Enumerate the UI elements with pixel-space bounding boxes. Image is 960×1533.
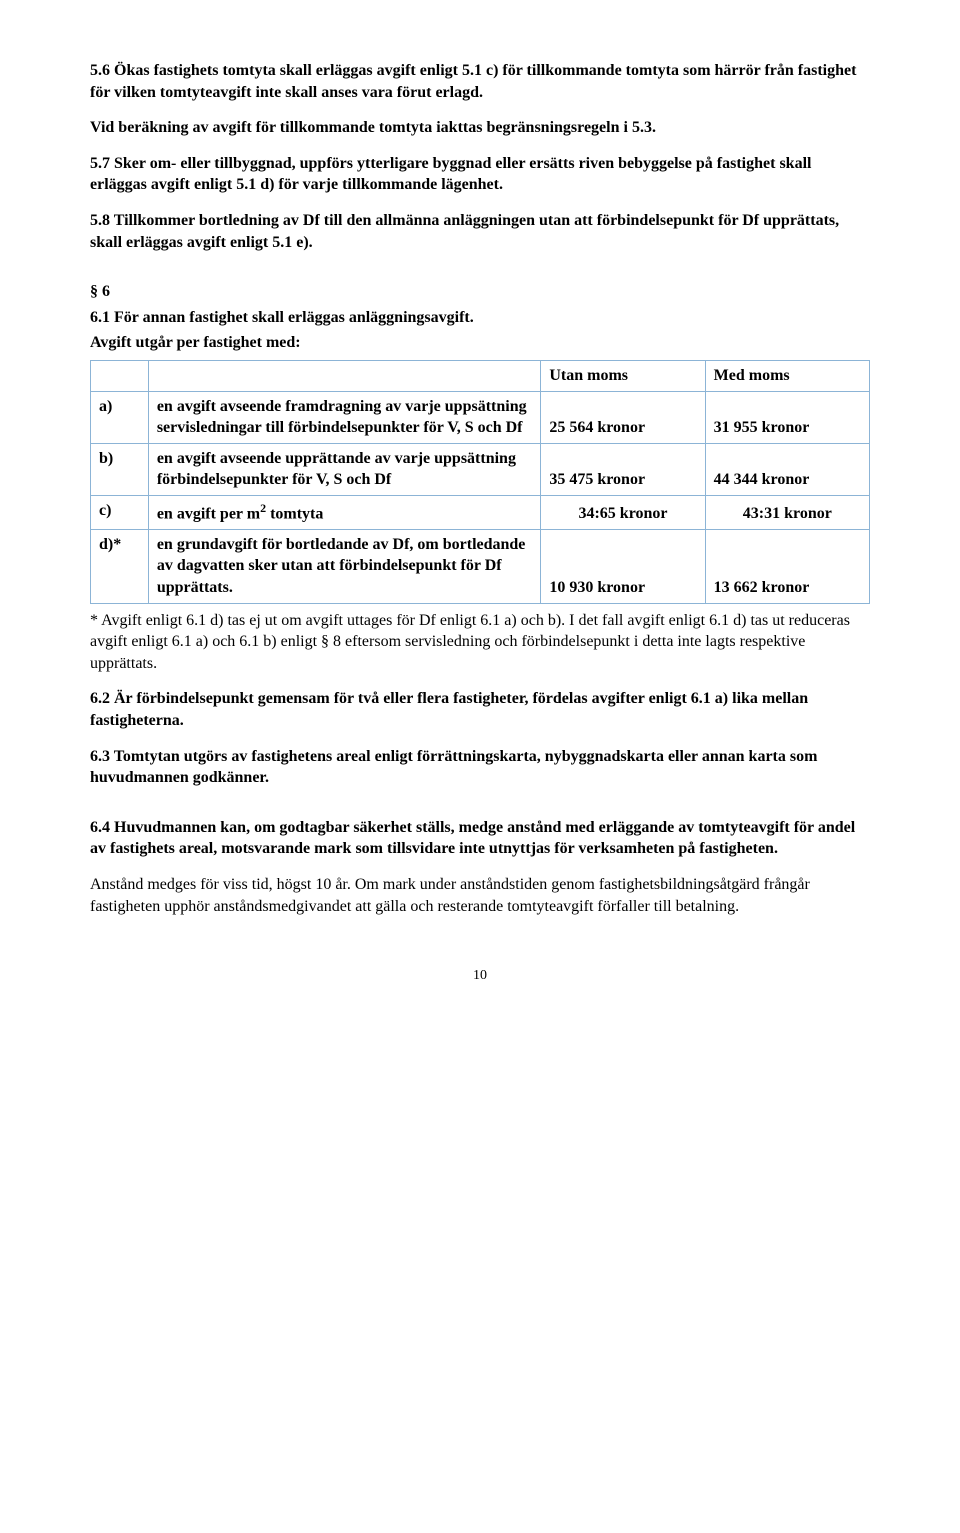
para-6-1: 6.1 För annan fastighet skall erläggas a…: [90, 307, 870, 329]
section-6-heading: § 6: [90, 281, 870, 303]
table-row: c) en avgift per m2 tomtyta 34:65 kronor…: [91, 495, 870, 529]
header-med-moms: Med moms: [705, 360, 869, 391]
header-empty-1: [91, 360, 149, 391]
row-med: 31 955 kronor: [705, 391, 869, 443]
row-utan: 35 475 kronor: [541, 443, 705, 495]
para-5-8: 5.8 Tillkommer bortledning av Df till de…: [90, 210, 870, 253]
table-row: b) en avgift avseende upprättande av var…: [91, 443, 870, 495]
row-letter: c): [91, 495, 149, 529]
row-letter: d)*: [91, 529, 149, 603]
row-utan: 34:65 kronor: [541, 495, 705, 529]
para-6-2: 6.2 Är förbindelsepunkt gemensam för två…: [90, 688, 870, 731]
row-med: 13 662 kronor: [705, 529, 869, 603]
row-letter: b): [91, 443, 149, 495]
para-6-3: 6.3 Tomtytan utgörs av fastighetens area…: [90, 746, 870, 789]
para-6-4b: Anstånd medges för viss tid, högst 10 år…: [90, 874, 870, 917]
row-med: 43:31 kronor: [705, 495, 869, 529]
row-med: 44 344 kronor: [705, 443, 869, 495]
row-desc-post: tomtyta: [266, 505, 323, 522]
row-desc: en grundavgift för bortledande av Df, om…: [148, 529, 541, 603]
fee-table: Utan moms Med moms a) en avgift avseende…: [90, 360, 870, 604]
table-row: d)* en grundavgift för bortledande av Df…: [91, 529, 870, 603]
row-desc: en avgift avseende upprättande av varje …: [148, 443, 541, 495]
para-5-7: 5.7 Sker om- eller tillbyggnad, uppförs …: [90, 153, 870, 196]
row-letter: a): [91, 391, 149, 443]
table-header-row: Utan moms Med moms: [91, 360, 870, 391]
row-utan: 25 564 kronor: [541, 391, 705, 443]
header-empty-2: [148, 360, 541, 391]
row-desc: en avgift avseende framdragning av varje…: [148, 391, 541, 443]
table-footnote: * Avgift enligt 6.1 d) tas ej ut om avgi…: [90, 610, 870, 675]
header-utan-moms: Utan moms: [541, 360, 705, 391]
para-6-4: 6.4 Huvudmannen kan, om godtagbar säkerh…: [90, 817, 870, 860]
row-utan: 10 930 kronor: [541, 529, 705, 603]
row-desc-m2: en avgift per m2 tomtyta: [148, 495, 541, 529]
para-6-1b: Avgift utgår per fastighet med:: [90, 332, 870, 354]
para-5-6: 5.6 Ökas fastighets tomtyta skall erlägg…: [90, 60, 870, 103]
table-row: a) en avgift avseende framdragning av va…: [91, 391, 870, 443]
para-5-6b: Vid beräkning av avgift för tillkommande…: [90, 117, 870, 139]
row-desc-pre: en avgift per m: [157, 505, 260, 522]
page-number: 10: [90, 967, 870, 986]
